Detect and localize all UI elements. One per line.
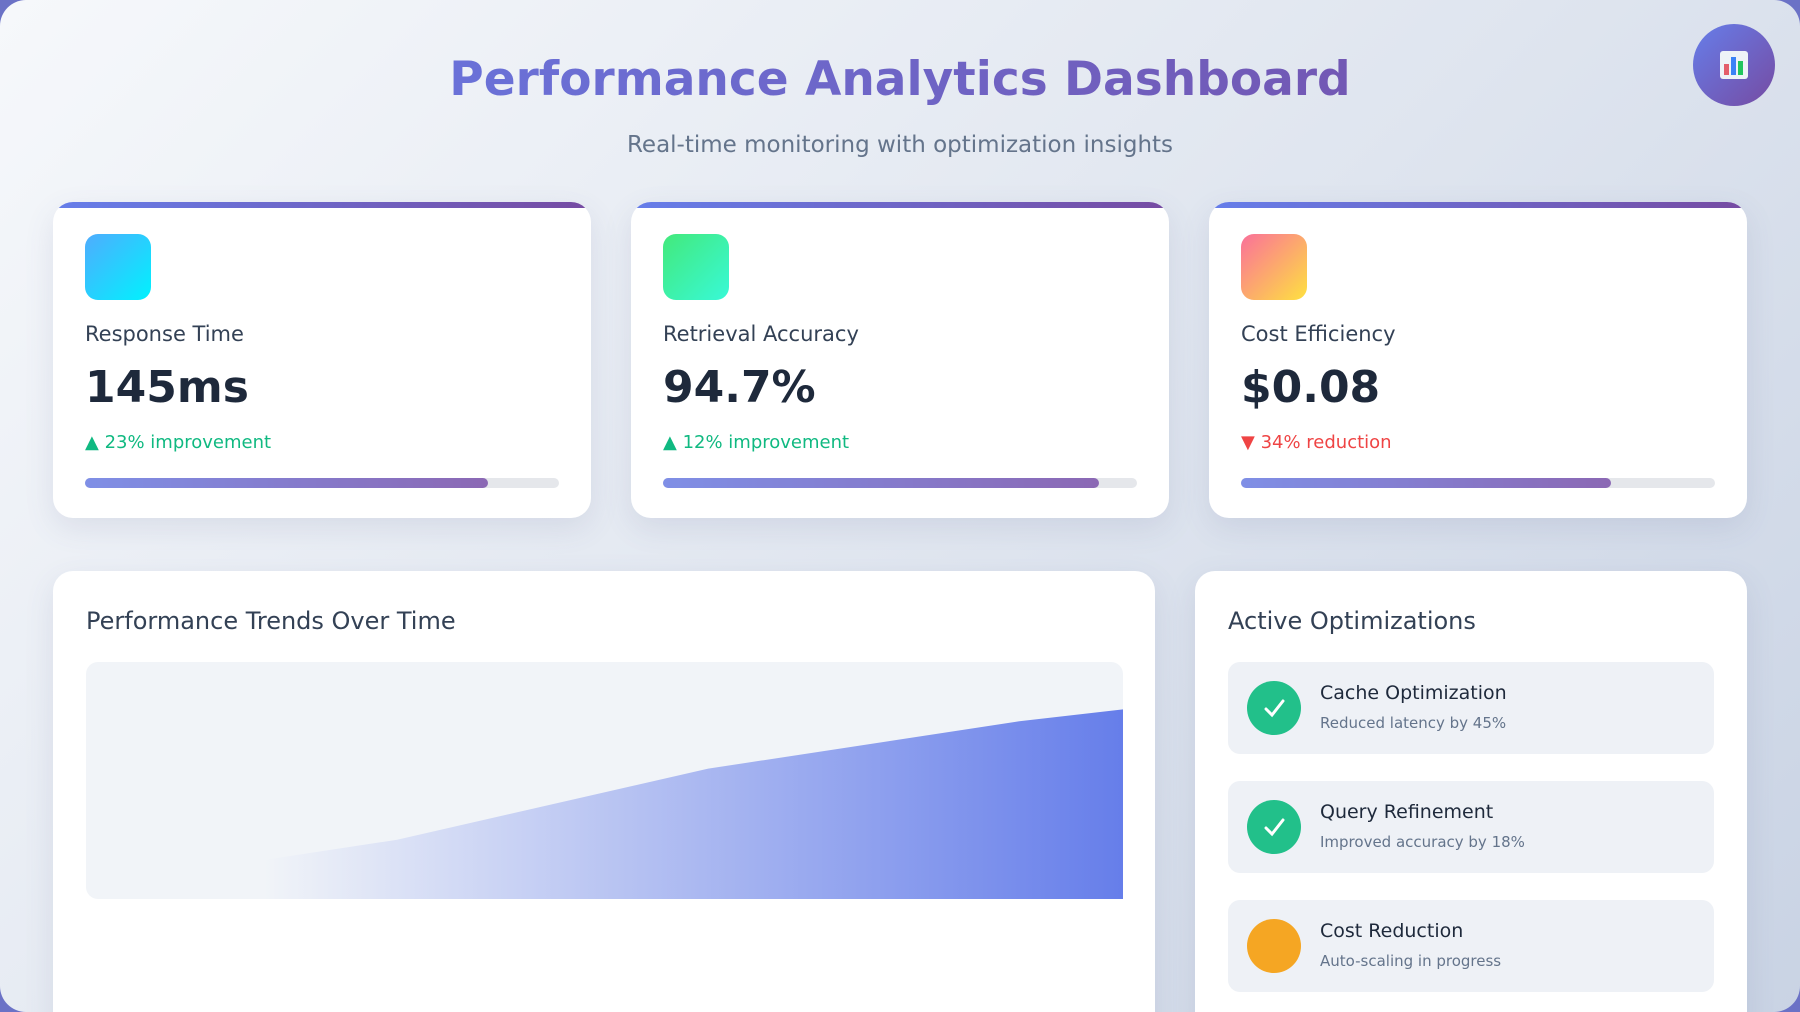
card-accent [53, 202, 591, 208]
status-circle [1247, 800, 1301, 854]
optimization-description: Auto-scaling in progress [1320, 952, 1502, 970]
panel-title: Performance Trends Over Time [86, 607, 456, 635]
metric-value: $0.08 [1241, 362, 1381, 413]
metric-change: ▲ 23% improvement [85, 432, 272, 453]
metric-icon [1241, 234, 1307, 300]
metric-card: Retrieval Accuracy 94.7% ▲ 12% improvement [631, 202, 1169, 518]
metric-value: 94.7% [663, 362, 816, 413]
optimization-item: Cost Reduction Auto-scaling in progress [1228, 900, 1714, 992]
optimization-name: Cost Reduction [1320, 920, 1464, 942]
card-accent [1209, 202, 1747, 208]
metric-value: 145ms [85, 362, 249, 413]
title: Performance Analytics Dashboard [0, 52, 1800, 107]
check-mark [1264, 699, 1285, 718]
optimization-item: Query Refinement Improved accuracy by 18% [1228, 781, 1714, 873]
status-icon [1247, 800, 1301, 854]
status-circle [1247, 919, 1301, 973]
area-chart [86, 662, 1123, 899]
optimization-name: Query Refinement [1320, 801, 1494, 823]
metric-label: Cost Efficiency [1241, 322, 1396, 346]
subtitle: Real-time monitoring with optimization i… [626, 132, 1174, 158]
optimization-description: Reduced latency by 45% [1320, 714, 1507, 732]
trend-area [189, 709, 1123, 899]
panel-title: Active Optimizations [1228, 607, 1476, 635]
metric-label: Retrieval Accuracy [663, 322, 859, 346]
progress-fill [663, 478, 1100, 488]
metric-icon [85, 234, 151, 300]
optimization-item: Cache Optimization Reduced latency by 45% [1228, 662, 1714, 754]
optimization-name: Cache Optimization [1320, 682, 1507, 704]
trend-panel: Performance Trends Over Time [53, 571, 1155, 1012]
progress-track [85, 478, 559, 488]
optimizations-panel: Active Optimizations Cache Optimization R… [1195, 571, 1747, 1012]
metric-change: ▼ 34% reduction [1241, 432, 1392, 453]
metric-icon [663, 234, 729, 300]
metric-change: ▲ 12% improvement [663, 432, 850, 453]
check-mark [1264, 818, 1285, 837]
metric-label: Response Time [85, 322, 244, 346]
optimization-description: Improved accuracy by 18% [1320, 833, 1525, 851]
card-accent [631, 202, 1169, 208]
status-circle [1247, 681, 1301, 735]
metric-card: Cost Efficiency $0.08 ▼ 34% reduction [1209, 202, 1747, 518]
menu-button[interactable] [1691, 24, 1777, 110]
progress-track [663, 478, 1137, 488]
status-icon [1247, 681, 1301, 735]
progress-fill [1241, 478, 1611, 488]
metric-card: Response Time 145ms ▲ 23% improvement [53, 202, 591, 518]
progress-fill [85, 478, 488, 488]
status-icon [1247, 919, 1301, 973]
progress-track [1241, 478, 1715, 488]
